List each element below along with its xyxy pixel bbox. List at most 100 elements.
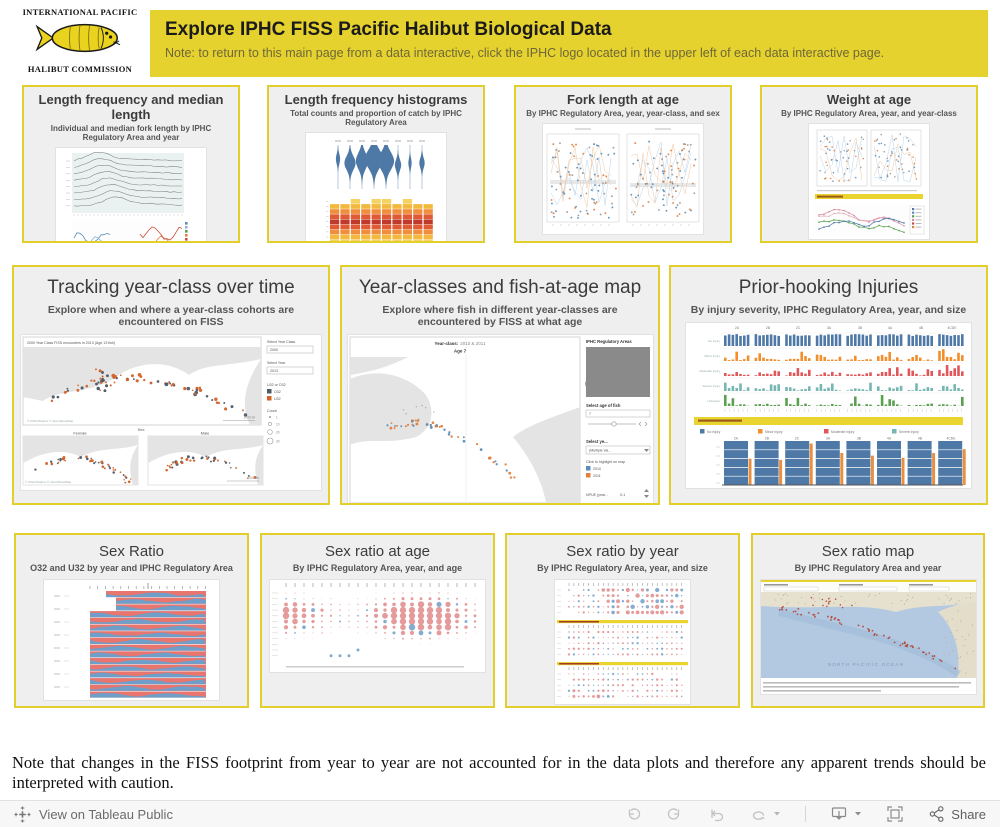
male-label: Male [201,431,210,436]
severity-label: No injury [708,339,720,343]
fullscreen-button[interactable] [886,805,904,823]
fork-length-at-age-thumbnail [542,123,704,235]
area-label: 2C [795,437,800,441]
area-label: 4B [919,326,924,330]
logo-text-bottom: HALIBUT COMMISSION [27,64,133,74]
card-title: Sex Ratio [98,543,165,560]
sex-ratio-map-thumbnail: NORTH PACIFIC OCEAN [759,579,977,695]
severity-label: Minor injury [704,354,720,358]
length-frequency-median-thumbnail [55,147,207,241]
u32-o32-legend-title: U32 or O32 [267,383,286,387]
severity-label: Unknown [707,399,720,403]
card-subtitle: By IPHC Regulatory Area, year, and age [292,563,463,573]
refresh-icon [753,810,765,820]
iphc-logo: INTERNATIONAL PACIFIC HALIBUT COMMISSION [22,7,138,74]
card-subtitle: By IPHC Regulatory Area, year, and size [537,563,708,573]
refresh-button[interactable] [750,806,781,823]
npue-value: 0-1 [620,493,625,497]
prior-hooking-injuries-thumbnail: 2A 2B 2C 3A 3B 4A 4B 4CDE No injury Mino… [685,322,972,489]
legend-minor-injury: Minor injury [765,430,783,434]
u32-legend-label: U32 [274,397,281,401]
click-highlight-hint: Click to highlight on map [586,460,625,464]
map-age-label: Age 7 [453,349,466,354]
refresh-caret-icon [774,812,781,816]
area-label: 3B [857,437,862,441]
card-subtitle: By IPHC Regulatory Area, year, and year-… [781,109,957,118]
count-20: 20 [276,431,280,435]
weight-at-age-thumbnail [808,123,930,240]
card-sex-ratio[interactable]: Sex Ratio O32 and U32 by year and IPHC R… [14,533,249,708]
card-prior-hooking-injuries[interactable]: Prior-hooking Injuries By injury severit… [669,265,988,505]
tracking-year-class-thumbnail: 2000 Year Class FISS encounters in 2013 … [20,334,322,491]
regulatory-areas-title: IPHC Regulatory Areas [586,339,632,344]
card-subtitle: Individual and median fork length by IPH… [50,124,212,142]
map-title-label: Year-class: [434,341,458,346]
toolbar-divider [805,806,807,822]
map-scale: 1000 mi [244,416,256,420]
card-subtitle: Total counts and proportion of catch by … [290,109,462,127]
card-fork-length-at-age[interactable]: Fork length at age By IPHC Regulatory Ar… [514,85,732,243]
female-label: Female [73,431,87,436]
sex-ratio-by-year-thumbnail [554,579,691,705]
sex-ratio-thumbnail [43,579,220,701]
card-title: Prior-hooking Injuries [738,277,919,298]
ocean-label: NORTH PACIFIC OCEAN [827,662,904,667]
o32-legend-label: O32 [274,390,281,394]
select-age-label: Select age of fish [586,403,621,408]
count-legend-title: Count [267,409,277,413]
area-label: 2A [735,326,740,330]
redo-button[interactable] [666,806,684,823]
year-2010-label: 2010 [593,467,601,471]
tableau-toolbar: View on Tableau Public [0,800,1000,827]
undo-button[interactable] [624,806,642,823]
card-length-frequency-median[interactable]: Length frequency and median length Indiv… [22,85,240,243]
card-title: Weight at age [826,92,912,107]
logo-text-top: INTERNATIONAL PACIFIC [22,7,138,17]
select-year-label: Select Year [267,361,286,365]
area-label: 4CDE [946,437,956,441]
count-10: 10 [276,423,280,427]
card-sex-ratio-map[interactable]: Sex ratio map By IPHC Regulatory Area an… [751,533,985,708]
card-subtitle: O32 and U32 by year and IPHC Regulatory … [30,563,233,573]
share-button[interactable]: Share [928,805,986,823]
redo-icon [668,807,680,820]
select-year-label: Select ye... [586,439,608,444]
card-subtitle: By injury severity, IPHC Regulatory Area… [690,304,967,316]
card-subtitle: Explore when and where a year-class coho… [47,304,295,328]
revert-icon [711,809,724,821]
legend-moderate-injury: Moderate injury [831,430,855,434]
age-value: 7 [589,412,591,416]
minimap-attribution: © 2019 Mapbox © OpenStreetMap [25,480,72,484]
card-title: Year-classes and fish-at-age map [358,277,642,298]
footnote-text: Note that changes in the FISS footprint … [12,752,986,793]
download-button[interactable] [830,805,862,823]
card-weight-at-age[interactable]: Weight at age By IPHC Regulatory Area, y… [760,85,978,243]
page-subtitle: Note: to return to this main page from a… [165,46,885,60]
card-subtitle: Explore where fish in different year-cla… [382,304,618,328]
area-label: 4A [887,437,892,441]
area-label: 4A [888,326,893,330]
minimap-scale: 1000 mi [248,476,260,480]
sex-ratio-at-age-thumbnail [269,579,486,673]
view-on-tableau-public-button[interactable]: View on Tableau Public [14,806,173,823]
map-caption: 2000 Year Class FISS encounters in 2013 … [27,341,115,345]
card-tracking-year-class[interactable]: Tracking year-class over time Explore wh… [12,265,330,505]
revert-button[interactable] [708,806,726,823]
card-title: Sex ratio at age [324,543,431,560]
card-sex-ratio-by-year[interactable]: Sex ratio by year By IPHC Regulatory Are… [505,533,740,708]
length-frequency-histograms-thumbnail [305,132,447,241]
area-label: 2B [766,326,771,330]
card-length-frequency-histograms[interactable]: Length frequency histograms Total counts… [267,85,485,243]
area-label: 4CDE [947,326,957,330]
card-subtitle: By IPHC Regulatory Area and year [794,563,942,573]
card-title: Sex ratio map [821,543,915,560]
npue-label: NPUE (year... [586,493,608,497]
card-sex-ratio-at-age[interactable]: Sex ratio at age By IPHC Regulatory Area… [260,533,495,708]
severity-label: Moderate injury [699,369,720,373]
card-year-class-fish-at-age-map[interactable]: Year-classes and fish-at-age map Explore… [340,265,660,505]
select-year-class-label: Select Year Class [267,340,295,344]
area-label: 2A [734,437,739,441]
severity-label: Severe injury [702,384,720,388]
map-title-value: 2010 & 2011 [460,341,486,346]
card-title: Sex ratio by year [566,543,679,560]
